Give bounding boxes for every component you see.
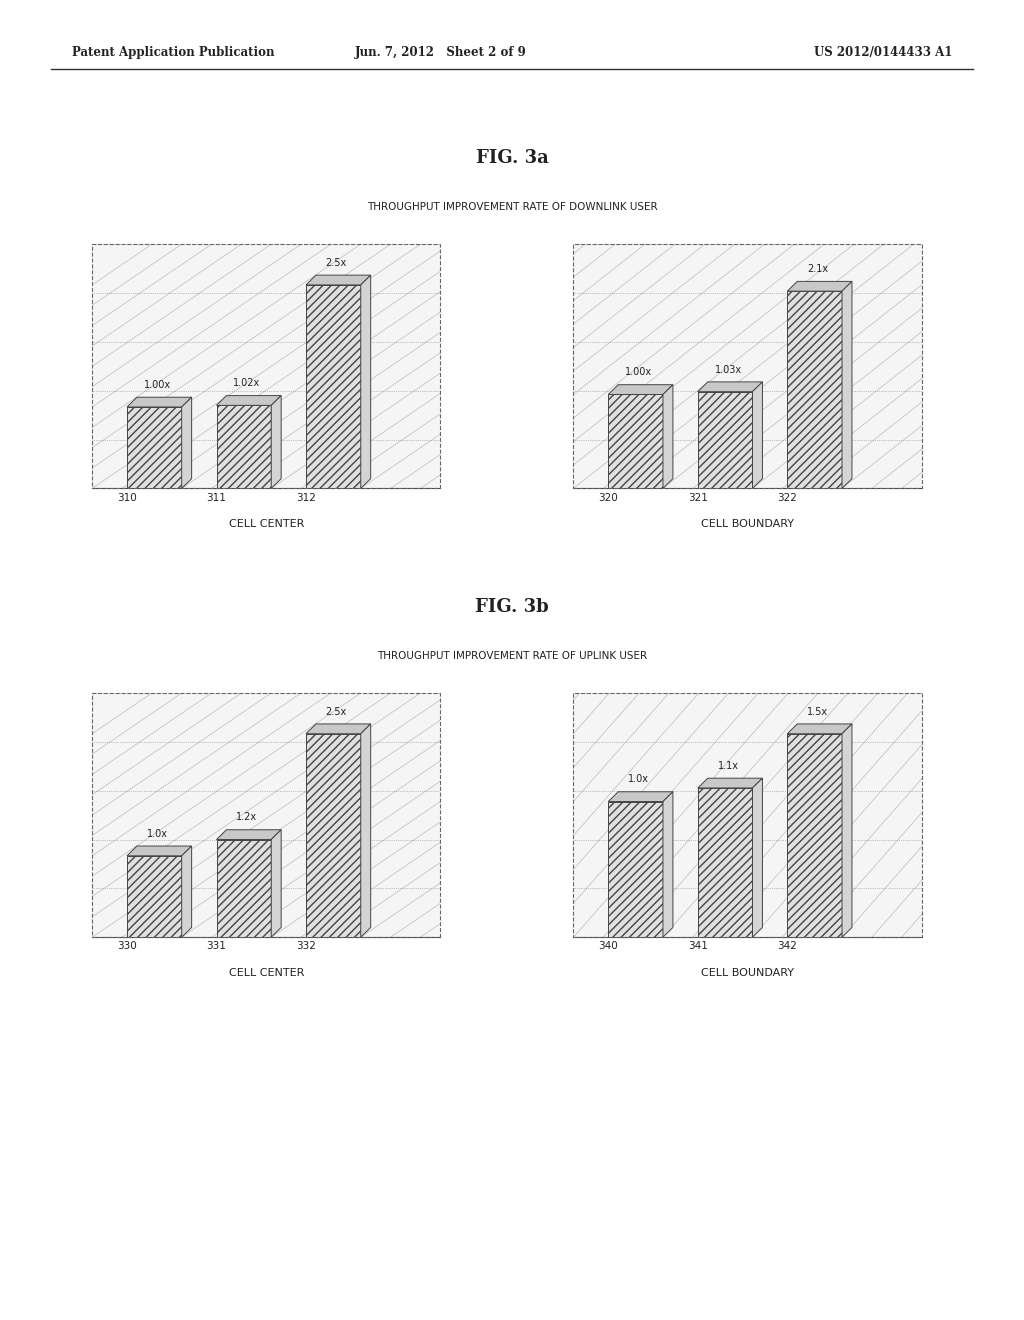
Bar — [787, 292, 842, 488]
Text: THROUGHPUT IMPROVEMENT RATE OF UPLINK USER: THROUGHPUT IMPROVEMENT RATE OF UPLINK US… — [377, 651, 647, 661]
Text: 1.00x: 1.00x — [143, 380, 171, 389]
Polygon shape — [271, 830, 282, 937]
Bar — [216, 405, 271, 488]
Text: 1.0x: 1.0x — [146, 829, 168, 838]
Text: THROUGHPUT IMPROVEMENT RATE OF DOWNLINK USER: THROUGHPUT IMPROVEMENT RATE OF DOWNLINK … — [367, 202, 657, 213]
Text: Jun. 7, 2012   Sheet 2 of 9: Jun. 7, 2012 Sheet 2 of 9 — [354, 46, 526, 59]
Polygon shape — [787, 281, 852, 292]
X-axis label: CELL BOUNDARY: CELL BOUNDARY — [701, 968, 794, 978]
Polygon shape — [216, 830, 282, 840]
Text: 1.1x: 1.1x — [718, 760, 738, 771]
Text: 1.5x: 1.5x — [807, 706, 828, 717]
Text: 2.5x: 2.5x — [326, 257, 347, 268]
Text: 2.5x: 2.5x — [326, 706, 347, 717]
Bar — [216, 840, 271, 937]
Polygon shape — [608, 792, 673, 801]
X-axis label: CELL CENTER: CELL CENTER — [228, 519, 304, 529]
Polygon shape — [787, 723, 852, 734]
Polygon shape — [697, 381, 763, 392]
Polygon shape — [216, 396, 282, 405]
Polygon shape — [842, 281, 852, 488]
Bar — [608, 801, 663, 937]
Polygon shape — [127, 846, 191, 855]
Text: FIG. 3b: FIG. 3b — [475, 598, 549, 616]
Bar — [697, 788, 753, 937]
Polygon shape — [663, 792, 673, 937]
X-axis label: CELL CENTER: CELL CENTER — [228, 968, 304, 978]
Text: 1.02x: 1.02x — [233, 379, 260, 388]
Polygon shape — [360, 723, 371, 937]
Bar — [608, 395, 663, 488]
Bar — [306, 285, 360, 488]
Bar — [127, 407, 181, 488]
Polygon shape — [753, 381, 763, 488]
Polygon shape — [271, 396, 282, 488]
Text: 1.00x: 1.00x — [625, 367, 652, 378]
Polygon shape — [663, 384, 673, 488]
Text: FIG. 3a: FIG. 3a — [475, 149, 549, 168]
Bar — [127, 855, 181, 937]
Text: US 2012/0144433 A1: US 2012/0144433 A1 — [814, 46, 952, 59]
Polygon shape — [608, 384, 673, 395]
Polygon shape — [360, 275, 371, 488]
Polygon shape — [181, 846, 191, 937]
Text: 2.1x: 2.1x — [807, 264, 828, 275]
Bar — [697, 392, 753, 488]
Polygon shape — [842, 723, 852, 937]
Polygon shape — [306, 275, 371, 285]
Polygon shape — [697, 779, 763, 788]
Bar — [306, 734, 360, 937]
Polygon shape — [181, 397, 191, 488]
Text: 1.03x: 1.03x — [715, 364, 741, 375]
Polygon shape — [306, 723, 371, 734]
Bar — [787, 734, 842, 937]
Text: 1.0x: 1.0x — [628, 775, 649, 784]
Polygon shape — [753, 779, 763, 937]
Text: 1.2x: 1.2x — [237, 812, 257, 822]
X-axis label: CELL BOUNDARY: CELL BOUNDARY — [701, 519, 794, 529]
Polygon shape — [127, 397, 191, 407]
Text: Patent Application Publication: Patent Application Publication — [72, 46, 274, 59]
